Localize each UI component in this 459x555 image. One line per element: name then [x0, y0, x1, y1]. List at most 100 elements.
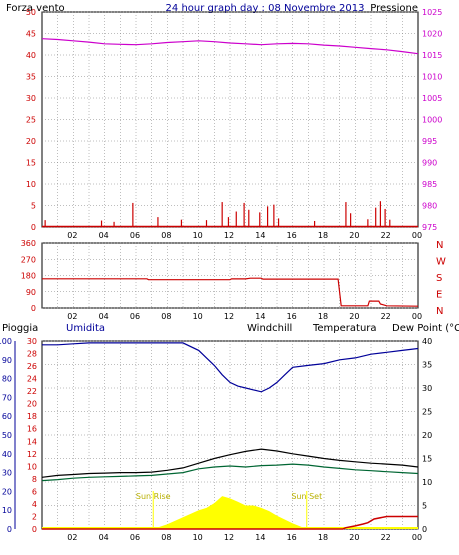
- sunrise-label: Sun Rise: [136, 492, 171, 501]
- pressure-tick-label: 985: [422, 180, 437, 189]
- wind-tick-label: 30: [26, 94, 36, 103]
- humidity-tick-label: 50: [2, 431, 12, 440]
- sunset-label: Sun Set: [291, 492, 322, 501]
- direction-tick-label: 0: [31, 304, 36, 313]
- x-tick-label: 18: [318, 231, 328, 240]
- wind-axis-title: Forza vento: [6, 3, 65, 14]
- compass-tick-label: N: [436, 306, 443, 317]
- pressure-tick-label: 1010: [422, 73, 442, 82]
- x-tick-label: 18: [318, 312, 328, 321]
- wind-tick-label: 10: [26, 180, 36, 189]
- pressure-tick-label: 975: [422, 223, 437, 232]
- x-tick-label: 22: [381, 312, 391, 321]
- pressure-axis-title: Pressione: [370, 3, 418, 14]
- x-tick-label: 18: [318, 533, 328, 542]
- direction-tick-label: 270: [21, 255, 36, 264]
- wind-tick-label: 45: [26, 30, 36, 39]
- pressure-tick-label: 990: [422, 159, 437, 168]
- x-tick-label: 16: [287, 533, 297, 542]
- humidity-tick-label: 0: [7, 525, 12, 534]
- temperature-label: Temperatura: [312, 323, 377, 334]
- direction-tick-label: 90: [26, 288, 36, 297]
- x-tick-label: 12: [224, 533, 234, 542]
- x-tick-label: 04: [99, 312, 109, 321]
- temperature-tick-label: 15: [422, 455, 432, 464]
- rain-tick-label: 30: [27, 337, 37, 346]
- x-tick-label: 00: [412, 231, 422, 240]
- humidity-tick-label: 40: [2, 450, 12, 459]
- wind-tick-label: 5: [31, 202, 36, 211]
- temperature-tick-label: 10: [422, 478, 432, 487]
- wind-tick-label: 50: [26, 8, 36, 17]
- pressure-line: [41, 38, 419, 55]
- x-tick-label: 14: [255, 533, 265, 542]
- x-tick-label: 02: [67, 312, 77, 321]
- wind-tick-label: 35: [26, 73, 36, 82]
- rain-tick-label: 14: [27, 437, 37, 446]
- x-tick-label: 14: [255, 231, 265, 240]
- temperature-tick-label: 0: [422, 525, 427, 534]
- rain-line: [42, 515, 418, 530]
- panel-wind-pressure: [41, 11, 419, 228]
- temperature-tick-label: 40: [422, 337, 432, 346]
- wind-tick-label: 20: [26, 137, 36, 146]
- x-tick-label: 06: [130, 312, 140, 321]
- humidity-tick-label: 20: [2, 487, 12, 496]
- pressure-tick-label: 1020: [422, 30, 442, 39]
- direction-tick-label: 180: [21, 272, 36, 281]
- graph-title: 24 hour graph day : 08 Novembre 2013: [166, 3, 365, 14]
- temperature-tick-label: 30: [422, 384, 432, 393]
- x-tick-label: 04: [99, 231, 109, 240]
- rain-tick-label: 20: [27, 400, 37, 409]
- compass-tick-label: N: [436, 240, 443, 251]
- dewpoint-label: Dew Point (°C: [392, 323, 459, 334]
- pressure-tick-label: 1015: [422, 51, 442, 60]
- x-tick-label: 06: [130, 231, 140, 240]
- rain-tick-label: 26: [27, 362, 37, 371]
- compass-tick-label: W: [436, 257, 446, 268]
- x-tick-label: 08: [161, 533, 171, 542]
- compass-tick-label: S: [436, 273, 442, 284]
- humidity-tick-label: 90: [2, 356, 12, 365]
- rain-label: Pioggia: [2, 323, 38, 334]
- x-tick-label: 20: [349, 533, 359, 542]
- x-tick-label: 22: [381, 231, 391, 240]
- x-tick-label: 16: [287, 231, 297, 240]
- temperature-tick-label: 5: [422, 502, 427, 511]
- humidity-tick-label: 60: [2, 412, 12, 421]
- humidity-tick-label: 100: [0, 337, 12, 346]
- temperature-tick-label: 35: [422, 361, 432, 370]
- x-tick-label: 08: [161, 312, 171, 321]
- rain-tick-label: 22: [27, 387, 37, 396]
- temperature-line: [41, 448, 419, 478]
- rain-tick-label: 12: [27, 450, 37, 459]
- x-tick-label: 04: [99, 533, 109, 542]
- humidity-tick-label: 70: [2, 393, 12, 402]
- x-tick-label: 10: [193, 533, 203, 542]
- wind-tick-label: 25: [26, 116, 36, 125]
- rain-tick-label: 6: [32, 487, 37, 496]
- x-tick-label: 02: [67, 533, 77, 542]
- x-tick-label: 00: [412, 533, 422, 542]
- dewpoint-line: [41, 463, 419, 482]
- pressure-tick-label: 1000: [422, 116, 442, 125]
- x-tick-label: 00: [412, 312, 422, 321]
- humidity-line: [42, 342, 419, 393]
- rain-tick-label: 18: [27, 412, 37, 421]
- x-tick-label: 06: [130, 533, 140, 542]
- x-tick-label: 10: [193, 312, 203, 321]
- wind-tick-label: 0: [31, 223, 36, 232]
- x-tick-label: 16: [287, 312, 297, 321]
- wind-direction-line: [42, 277, 419, 307]
- x-tick-label: 12: [224, 231, 234, 240]
- rain-tick-label: 0: [32, 525, 37, 534]
- rain-tick-label: 10: [27, 462, 37, 471]
- rain-tick-label: 8: [32, 475, 37, 484]
- temperature-tick-label: 20: [422, 431, 432, 440]
- rain-tick-label: 16: [27, 425, 37, 434]
- temperature-tick-label: 25: [422, 408, 432, 417]
- solar-area: [153, 496, 307, 529]
- x-tick-label: 20: [349, 231, 359, 240]
- x-tick-label: 08: [161, 231, 171, 240]
